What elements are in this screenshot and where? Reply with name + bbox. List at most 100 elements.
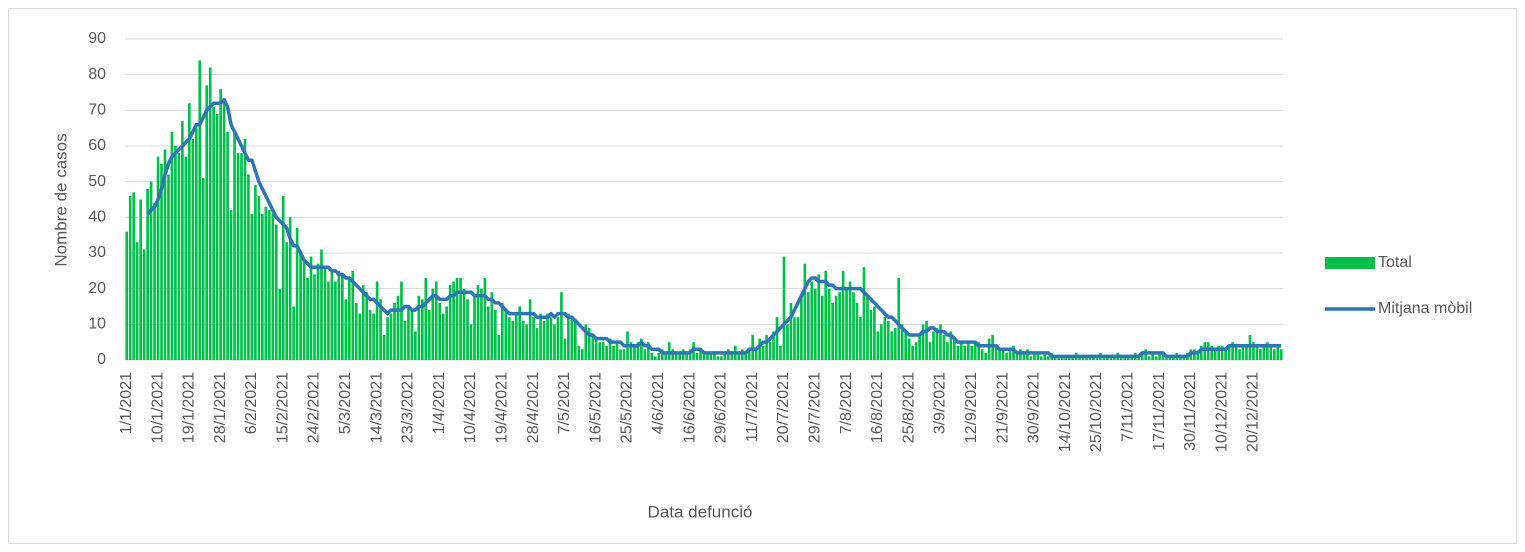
- x-tick-label: 24/2/2021: [306, 372, 323, 443]
- bar: [1266, 342, 1269, 360]
- bar: [368, 310, 372, 360]
- x-tick-label: 16/6/2021: [681, 372, 698, 443]
- bar: [448, 285, 452, 360]
- bar: [1193, 349, 1196, 360]
- bar: [841, 270, 845, 360]
- bar: [188, 103, 191, 360]
- bar: [480, 288, 483, 360]
- bar: [1095, 356, 1099, 360]
- bar: [170, 131, 174, 360]
- bar: [994, 345, 998, 360]
- bar: [921, 324, 925, 360]
- bar: [1259, 349, 1262, 360]
- bar: [793, 317, 796, 360]
- bar: [466, 299, 469, 360]
- bar: [427, 310, 431, 360]
- bar: [904, 331, 908, 360]
- x-tick-label: 30/11/2021: [1182, 372, 1199, 451]
- bar: [873, 306, 876, 360]
- bar: [174, 146, 177, 360]
- bar: [160, 163, 163, 360]
- bar: [476, 285, 480, 360]
- bar: [862, 267, 866, 360]
- bar: [977, 342, 981, 360]
- bar: [358, 313, 362, 360]
- bar: [758, 338, 761, 360]
- x-tick-label: 17/11/2021: [1151, 372, 1168, 451]
- bar: [688, 349, 692, 360]
- bar: [813, 288, 817, 360]
- bar: [267, 210, 271, 360]
- bar: [706, 352, 709, 360]
- bar: [925, 320, 928, 360]
- y-tick-label: 80: [88, 66, 106, 83]
- bar: [608, 338, 612, 360]
- bar: [984, 352, 987, 360]
- bar: [890, 331, 894, 360]
- bar: [768, 342, 772, 360]
- bar: [803, 263, 807, 360]
- bar: [782, 256, 786, 360]
- bar: [295, 228, 299, 360]
- bar: [709, 352, 713, 360]
- bar: [852, 292, 855, 360]
- bar: [257, 195, 261, 360]
- bar: [1224, 349, 1227, 360]
- bar: [810, 281, 814, 360]
- bar: [563, 338, 567, 360]
- bar: [751, 335, 755, 360]
- bar: [640, 338, 643, 360]
- bar: [960, 342, 963, 360]
- y-tick-label: 70: [88, 102, 106, 119]
- bar: [1220, 345, 1224, 360]
- x-tick-label: 7/5/2021: [556, 372, 573, 434]
- bar: [236, 153, 240, 360]
- bar: [779, 345, 782, 360]
- bar: [744, 352, 748, 360]
- bar: [647, 342, 650, 360]
- x-tick-label: 10/12/2021: [1213, 372, 1230, 452]
- x-tick-label: 28/1/2021: [212, 372, 229, 443]
- bar: [264, 206, 268, 360]
- bar: [577, 345, 581, 360]
- bar: [1053, 356, 1057, 360]
- bar: [521, 320, 525, 360]
- x-axis-title: Data defunció: [648, 502, 753, 521]
- bar: [177, 153, 181, 360]
- bar: [1029, 356, 1033, 360]
- bar: [1036, 352, 1040, 360]
- x-tick-label: 28/4/2021: [525, 372, 542, 443]
- bar: [198, 60, 202, 361]
- bar: [660, 349, 664, 360]
- bar: [271, 213, 275, 360]
- bar: [643, 349, 647, 360]
- bar: [1043, 352, 1047, 360]
- x-tick-label: 30/9/2021: [1026, 372, 1043, 443]
- bar: [302, 260, 306, 360]
- bar: [341, 274, 344, 360]
- x-tick-label: 11/7/2021: [744, 372, 761, 442]
- bar: [135, 242, 139, 360]
- bar: [1203, 342, 1207, 360]
- bar: [1008, 349, 1012, 360]
- bar: [973, 342, 977, 360]
- bar: [580, 349, 584, 360]
- x-tick-label: 20/12/2021: [1245, 372, 1262, 452]
- bar: [869, 310, 873, 360]
- bar: [261, 213, 264, 360]
- bar: [514, 313, 518, 360]
- bar: [987, 338, 991, 360]
- bar: [546, 313, 549, 360]
- bar: [1279, 349, 1283, 360]
- bar: [306, 277, 309, 360]
- x-tick-label: 3/9/2021: [932, 372, 949, 434]
- bar: [772, 331, 775, 360]
- bar: [1039, 356, 1043, 360]
- bar: [730, 352, 734, 360]
- bar: [396, 295, 400, 360]
- bar: [243, 138, 247, 360]
- x-tick-label: 16/5/2021: [587, 372, 604, 443]
- bar: [410, 310, 414, 360]
- bar: [128, 195, 132, 360]
- bar: [320, 249, 323, 360]
